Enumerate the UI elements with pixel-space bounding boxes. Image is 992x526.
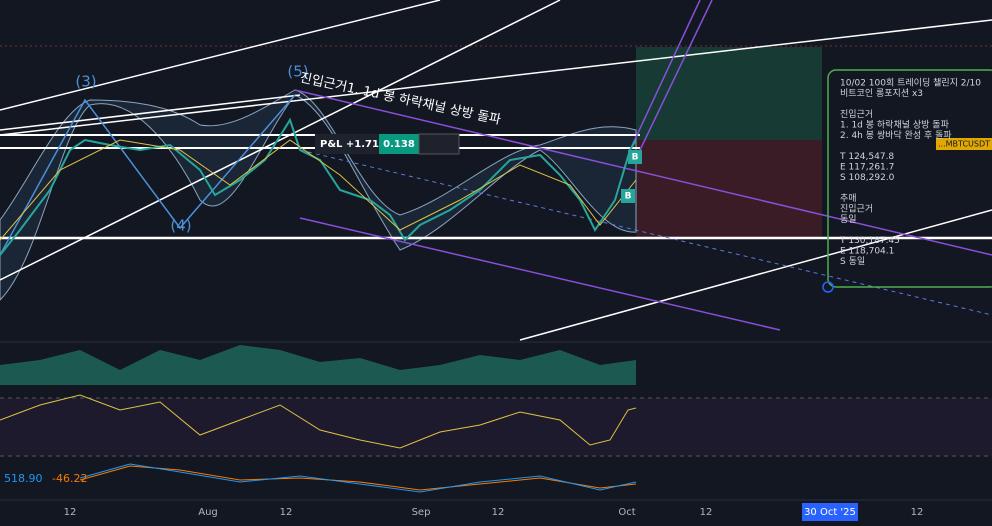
x-axis-label: 12 [64, 507, 77, 518]
macd-value: 518.90 [4, 472, 43, 485]
qty: 0.138 [383, 139, 415, 150]
buy-marker-label: B [632, 153, 639, 163]
price-line [0, 117, 637, 256]
note-line: E 118,704.1 [840, 247, 894, 257]
x-axis-label: 12 [492, 507, 505, 518]
buy-marker [621, 189, 635, 203]
handle[interactable] [822, 281, 834, 293]
wave-path [0, 94, 296, 256]
position-controls[interactable] [418, 133, 460, 155]
note-line: 1. 1d 봉 하락채널 상방 돌파 [840, 119, 950, 131]
volume [0, 345, 636, 385]
note-line: S 동일 [840, 256, 865, 267]
macd-value: -46.22 [52, 472, 87, 485]
symbol-tag [936, 138, 992, 150]
note-line: E 117,261.7 [840, 163, 894, 173]
note-line: T 124,547.8 [839, 152, 894, 162]
trend-lines [0, 0, 992, 341]
note-box [827, 69, 992, 288]
rsi-band [0, 398, 992, 456]
take-profit-zone [636, 47, 822, 140]
x-axis-label: Sep [412, 507, 431, 518]
rsi-line [0, 394, 637, 449]
note-line: 진입근거 [840, 203, 873, 215]
pnl: P&L +1.71 [320, 139, 379, 150]
note-line: 진입근거 [840, 108, 873, 120]
x-axis-label: Aug [198, 507, 218, 518]
note-line: S 108,292.0 [840, 173, 895, 183]
note-line: 비트코인 롱포지션 x3 [840, 88, 923, 99]
x-axis-label: 12 [700, 507, 713, 518]
date-badge [802, 503, 858, 521]
macd-signal [79, 465, 637, 491]
qty-box [379, 134, 419, 154]
wave-label: (3) [75, 73, 96, 91]
date-badge-text: 30 Oct '25 [804, 507, 856, 518]
buy-marker [628, 150, 642, 164]
x-axis-label: 12 [280, 507, 293, 518]
x-axis-label: 12 [911, 507, 924, 518]
symbol-tag-text: ...MBTCUSDT [938, 140, 990, 149]
note-line: 동일 [840, 214, 857, 225]
note-line: 추매 [840, 193, 857, 204]
note-line: T 130,187.45 [839, 236, 900, 246]
wave-label: (4) [170, 217, 191, 235]
x-axis-label: Oct [618, 507, 635, 518]
pnl-box [315, 134, 379, 154]
note-line: 10/02 100회 트레이딩 챌린지 2/10 [840, 78, 981, 89]
macd-line [79, 463, 637, 493]
wave-label: (5) [287, 63, 308, 81]
note-line: 2. 4h 봉 쌍바닥 완성 후 돌파 [840, 130, 952, 141]
channel [294, 0, 992, 331]
moving-average [0, 139, 637, 241]
bollinger-band [0, 89, 637, 301]
buy-marker-label: B [625, 192, 632, 202]
stop-loss-zone [636, 140, 822, 237]
